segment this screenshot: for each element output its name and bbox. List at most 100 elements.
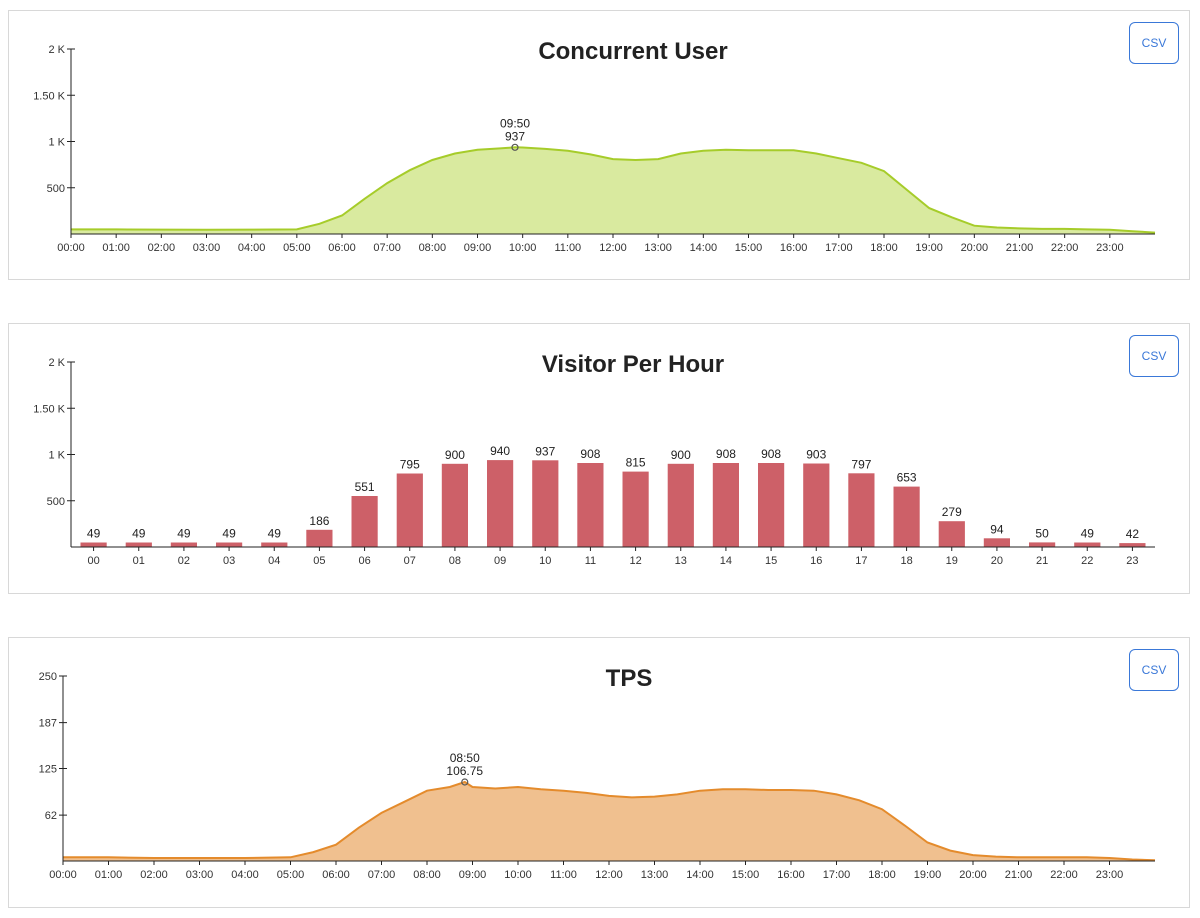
x-tick-label: 17:00: [825, 242, 853, 254]
x-tick-label: 15:00: [732, 869, 760, 881]
x-tick-label: 12: [629, 555, 641, 567]
x-tick-label: 02: [178, 555, 190, 567]
area-fill: [71, 147, 1155, 234]
bar-value-label: 94: [990, 522, 1004, 536]
y-tick-label: 500: [47, 496, 65, 508]
x-tick-label: 18:00: [870, 242, 898, 254]
x-tick-label: 11:00: [550, 869, 577, 881]
x-tick-label: 04:00: [238, 242, 266, 254]
series-line: [71, 146, 1156, 234]
x-tick-label: 00: [87, 555, 99, 567]
bar-value-label: 797: [851, 457, 871, 471]
x-tick-label: 22:00: [1051, 242, 1079, 254]
x-tick-label: 08: [449, 555, 461, 567]
x-tick-label: 06: [358, 555, 370, 567]
x-tick-label: 19:00: [915, 242, 943, 254]
x-tick-label: 11: [585, 555, 596, 567]
x-tick-label: 21: [1036, 555, 1048, 567]
area-fill: [63, 782, 1155, 861]
y-tick-label: 1 K: [48, 137, 65, 149]
csv-button[interactable]: CSV: [1129, 22, 1179, 64]
y-tick-label: 1.50 K: [33, 403, 65, 415]
bar: [125, 542, 152, 547]
bar-value-label: 49: [87, 526, 101, 540]
bar-value-label: 551: [355, 480, 375, 494]
bar-value-label: 940: [490, 444, 510, 458]
x-tick-label: 19:00: [914, 869, 942, 881]
bar: [803, 463, 830, 547]
x-tick-label: 01:00: [102, 242, 130, 254]
x-tick-label: 07:00: [373, 242, 401, 254]
x-tick-label: 20:00: [959, 869, 987, 881]
bar-value-label: 653: [897, 471, 917, 485]
x-tick-label: 18:00: [868, 869, 896, 881]
bar: [532, 460, 559, 547]
x-tick-label: 02:00: [148, 242, 176, 254]
x-tick-label: 03:00: [193, 242, 221, 254]
bar-value-label: 815: [626, 456, 646, 470]
bar-value-label: 186: [309, 514, 329, 528]
bar-value-label: 49: [268, 526, 282, 540]
x-tick-label: 22:00: [1050, 869, 1078, 881]
x-tick-label: 09: [494, 555, 506, 567]
chart-title: Concurrent User: [538, 38, 727, 65]
x-tick-label: 16: [810, 555, 822, 567]
series-line: [63, 780, 1156, 862]
x-tick-label: 19: [946, 555, 958, 567]
x-tick-label: 00:00: [49, 869, 77, 881]
x-tick-label: 13:00: [641, 869, 669, 881]
bar: [351, 496, 378, 547]
bar: [261, 542, 288, 547]
x-tick-label: 18: [900, 555, 912, 567]
x-tick-label: 23: [1126, 555, 1138, 567]
x-tick-label: 17: [855, 555, 867, 567]
bar-value-label: 49: [132, 526, 146, 540]
peak-marker: [511, 143, 519, 151]
x-tick-label: 01: [133, 555, 145, 567]
bar-value-label: 49: [222, 526, 236, 540]
bar: [216, 542, 243, 547]
x-tick-label: 05: [313, 555, 325, 567]
x-tick-label: 12:00: [595, 869, 623, 881]
bar: [667, 463, 694, 548]
x-tick-label: 21:00: [1006, 242, 1034, 254]
x-tick-label: 05:00: [283, 242, 311, 254]
bar: [306, 529, 333, 547]
x-tick-label: 07:00: [368, 869, 396, 881]
bar-value-label: 908: [580, 447, 600, 461]
x-tick-label: 09:00: [464, 242, 492, 254]
tps-panel: CSV TPS 00:00 01:00 02:00 03:00 04:00 05:00 06:…: [8, 637, 1190, 908]
csv-button[interactable]: CSV: [1129, 649, 1179, 691]
x-tick-label: 05:00: [277, 869, 305, 881]
bar-value-label: 900: [671, 448, 691, 462]
x-tick-label: 08:00: [419, 242, 447, 254]
x-tick-label: 14: [720, 555, 732, 567]
bar: [848, 473, 875, 547]
x-tick-label: 07: [404, 555, 416, 567]
peak-time-label: 08:50: [450, 751, 480, 765]
bar-value-label: 42: [1126, 527, 1140, 541]
x-tick-label: 00:00: [57, 242, 85, 254]
peak-value-label: 937: [505, 129, 525, 143]
bar: [893, 486, 920, 547]
x-tick-label: 03: [223, 555, 235, 567]
bar: [622, 471, 649, 547]
y-tick-label: 500: [47, 183, 65, 195]
x-tick-label: 10:00: [509, 242, 537, 254]
x-tick-label: 08:00: [413, 869, 441, 881]
bar: [758, 463, 785, 547]
x-tick-label: 23:00: [1096, 869, 1124, 881]
csv-button[interactable]: CSV: [1129, 335, 1179, 377]
concurrent-user-chart: Concurrent User 00:00 01:00 02:00 03:00 04:00…: [33, 38, 1156, 254]
x-tick-label: 22: [1081, 555, 1093, 567]
x-tick-label: 10: [539, 555, 551, 567]
x-tick-label: 14:00: [690, 242, 718, 254]
bar-value-label: 908: [716, 447, 736, 461]
bar: [577, 463, 604, 547]
bar-value-label: 908: [761, 447, 781, 461]
x-tick-label: 14:00: [686, 869, 714, 881]
bar: [1119, 543, 1146, 547]
x-tick-label: 21:00: [1005, 869, 1033, 881]
bar: [1074, 542, 1101, 547]
bar: [170, 542, 197, 547]
